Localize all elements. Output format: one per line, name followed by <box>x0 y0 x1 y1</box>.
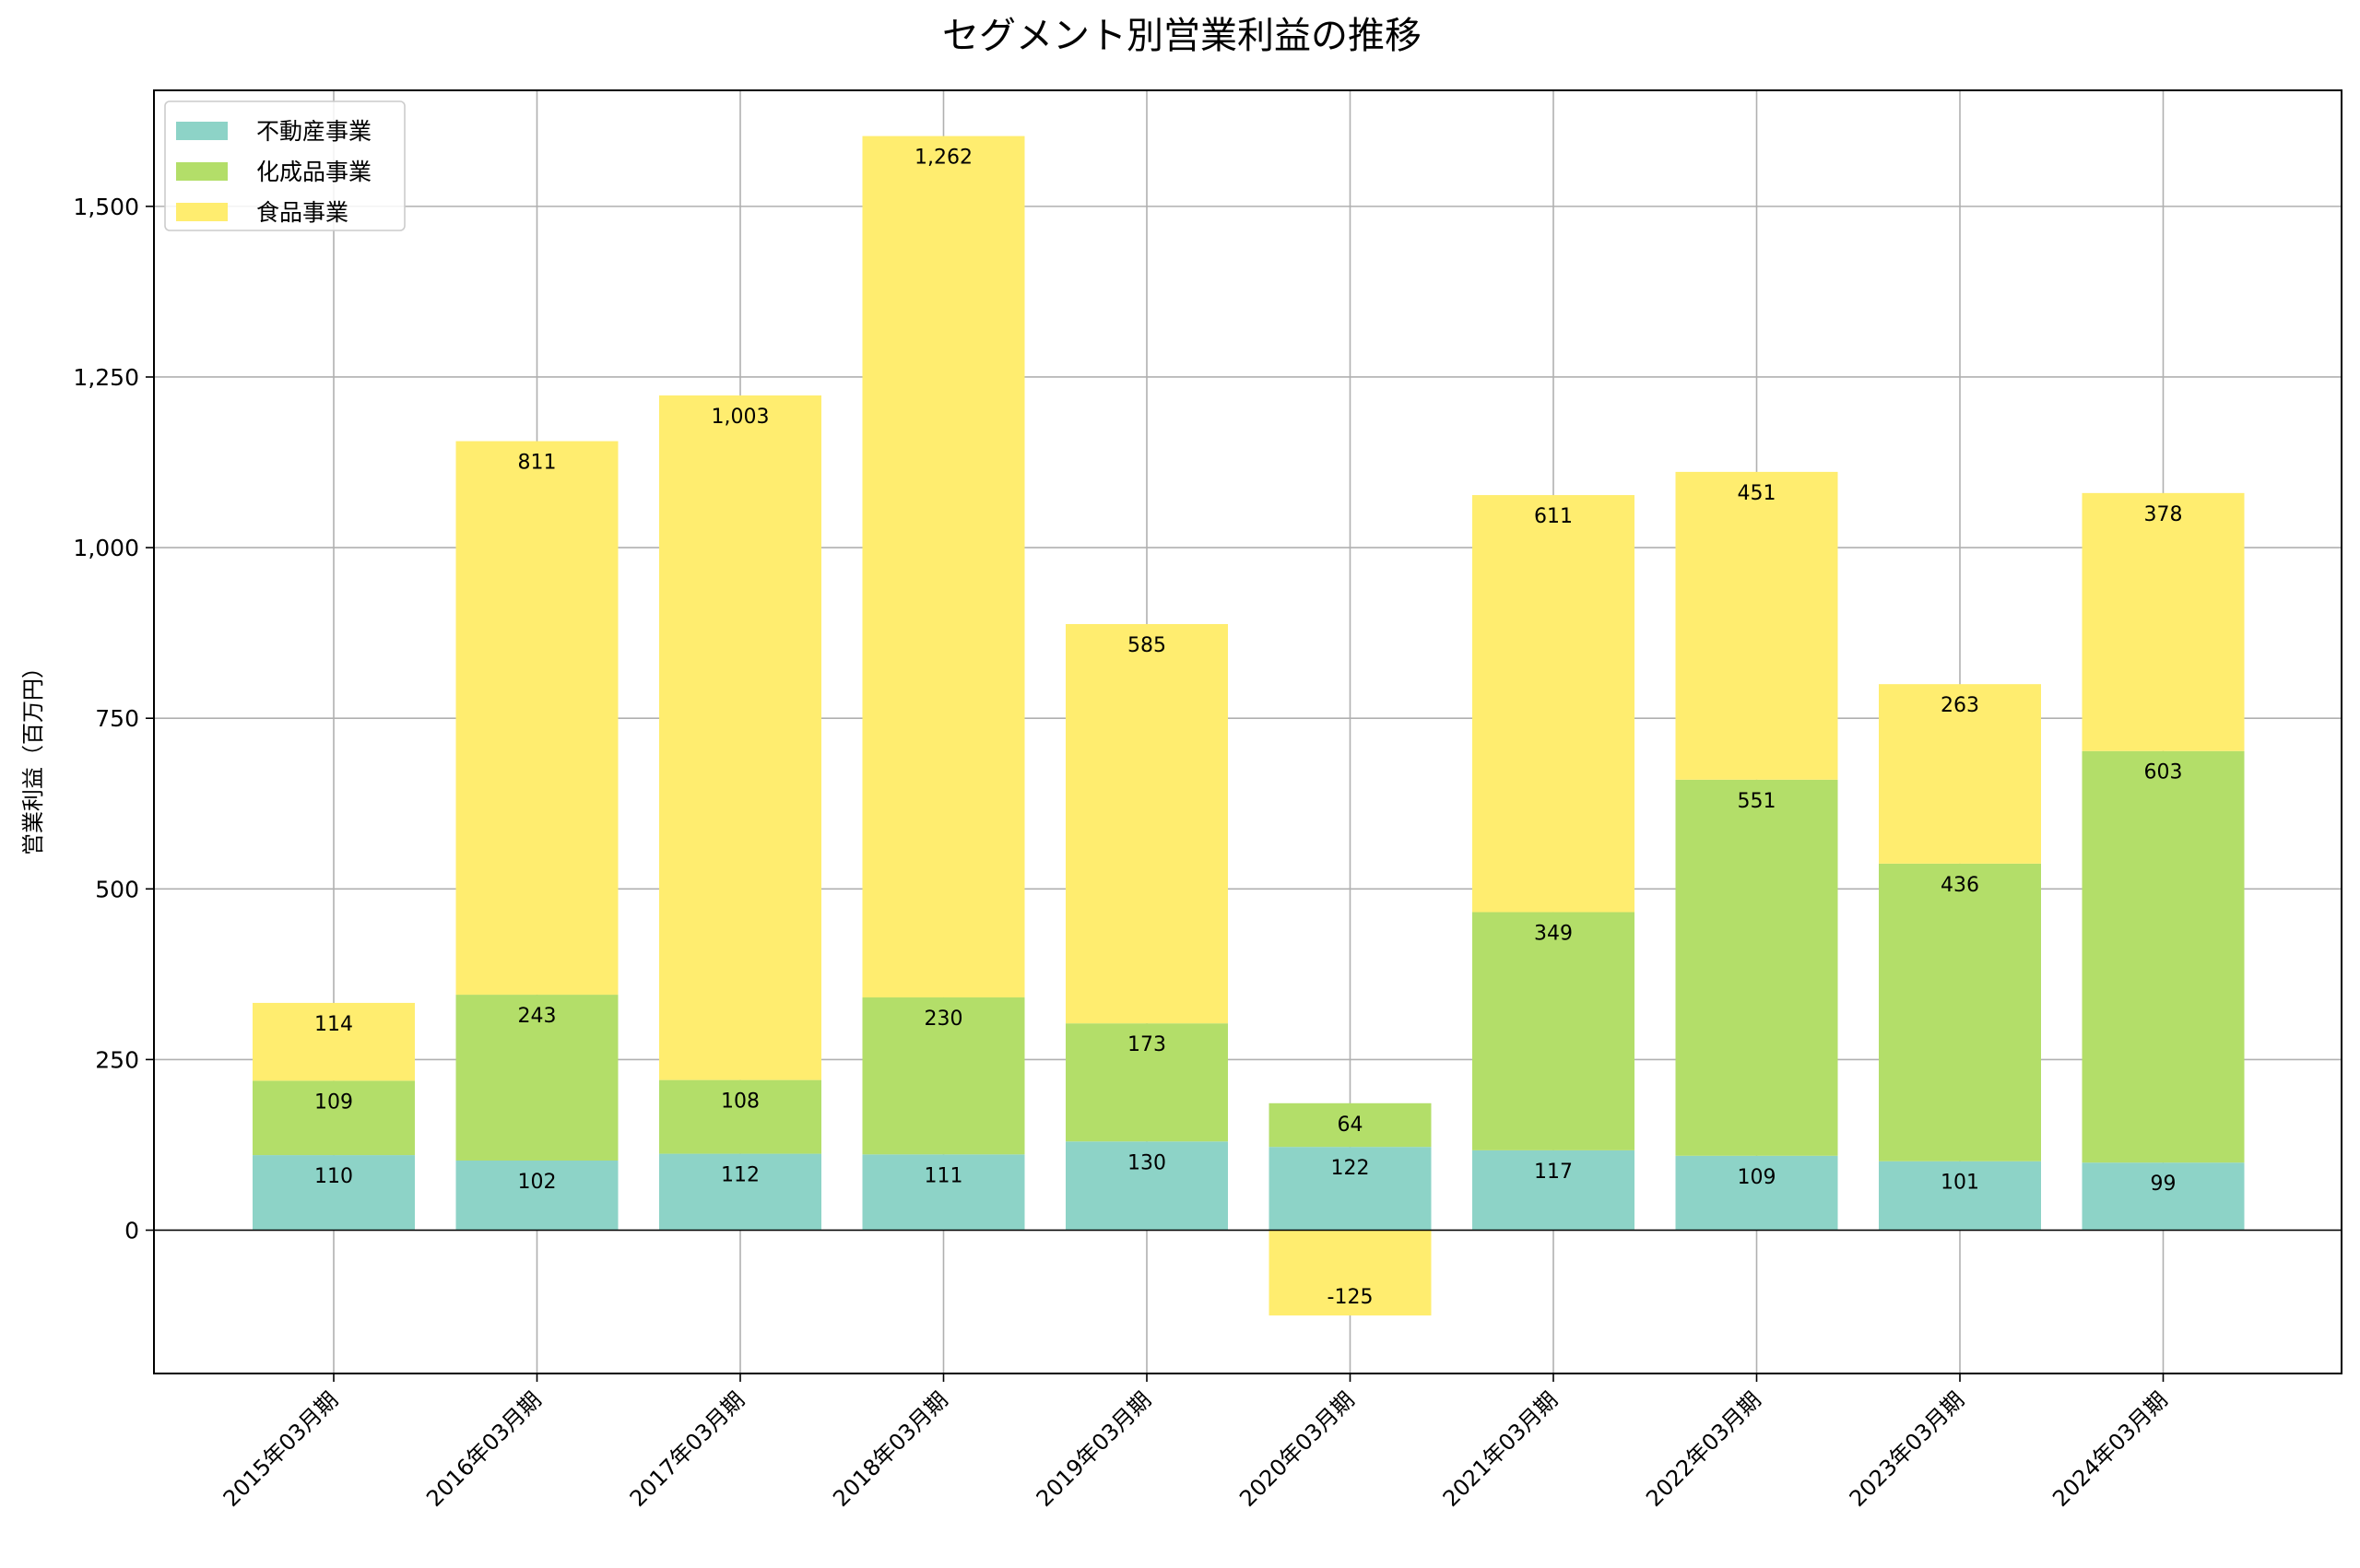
data-label: 611 <box>1534 505 1573 528</box>
bar-segment[interactable] <box>1268 1102 1432 1148</box>
bar-segment[interactable] <box>862 1154 1025 1231</box>
bar-segment[interactable] <box>659 395 821 1080</box>
x-tick-label: 2022年03月期 <box>1641 1386 1765 1511</box>
bar-segment[interactable] <box>1268 1230 1432 1316</box>
plot-frame <box>153 89 2342 1374</box>
legend-label[interactable]: 化成品事業 <box>256 159 372 185</box>
bar-segment[interactable] <box>1675 471 1838 780</box>
data-label: 173 <box>1127 1033 1166 1056</box>
bar-segment[interactable] <box>2082 750 2245 1163</box>
bar-segment[interactable] <box>862 997 1025 1155</box>
x-tick-label: 2021年03月期 <box>1438 1386 1563 1511</box>
y-tick-label: 500 <box>95 876 139 902</box>
bar-segment[interactable] <box>1472 495 1634 913</box>
bar-segment[interactable] <box>1879 863 2041 1161</box>
legend-label[interactable]: 不動産事業 <box>256 118 372 145</box>
data-label: 112 <box>721 1164 760 1187</box>
x-tick-label: 2024年03月期 <box>2047 1386 2172 1511</box>
bar-segment[interactable] <box>1675 779 1838 1156</box>
legend-swatch[interactable] <box>176 162 228 181</box>
legend-label[interactable]: 食品事業 <box>256 199 348 226</box>
legend-swatch[interactable] <box>176 122 228 140</box>
data-label: 263 <box>1941 694 1979 717</box>
chart-title: セグメント別営業利益の推移 <box>942 15 1422 57</box>
data-label: 349 <box>1534 922 1573 945</box>
x-tick-label: 2015年03月期 <box>218 1386 343 1511</box>
y-tick-label: 1,500 <box>73 194 139 220</box>
y-tick-label: 1,250 <box>73 364 139 391</box>
data-label: 111 <box>925 1164 963 1187</box>
bar-segment[interactable] <box>1066 1023 1228 1142</box>
data-label: 110 <box>314 1165 353 1188</box>
data-label: 436 <box>1941 874 1979 897</box>
bar-segment[interactable] <box>253 1155 415 1231</box>
data-label: 1,262 <box>914 147 973 170</box>
data-label: 551 <box>1738 790 1776 813</box>
data-label: 101 <box>1941 1172 1979 1195</box>
bar-segment[interactable] <box>253 1002 415 1081</box>
bar-segment[interactable] <box>455 995 619 1161</box>
bar-segment[interactable] <box>1879 684 2041 864</box>
bar-segment[interactable] <box>659 1153 821 1231</box>
data-label: 64 <box>1338 1114 1363 1137</box>
data-label: 451 <box>1738 482 1776 505</box>
legend-swatch[interactable] <box>176 203 228 221</box>
data-label: 230 <box>925 1008 963 1031</box>
x-tick-label: 2018年03月期 <box>828 1386 952 1511</box>
data-label: 114 <box>314 1013 353 1036</box>
data-label: 122 <box>1331 1157 1370 1180</box>
data-label: 585 <box>1127 634 1166 657</box>
data-label: 1,003 <box>712 406 770 429</box>
y-tick-label: 1,000 <box>73 535 139 561</box>
bar-segment[interactable] <box>1472 1149 1634 1231</box>
bar-segment[interactable] <box>659 1079 821 1154</box>
bar-segment[interactable] <box>1472 912 1634 1150</box>
data-label: 378 <box>2144 503 2183 526</box>
data-label: 109 <box>1738 1166 1776 1189</box>
y-tick-label: 250 <box>95 1046 139 1073</box>
data-label: 99 <box>2151 1173 2177 1196</box>
x-tick-label: 2017年03月期 <box>625 1386 749 1511</box>
x-tick-label: 2023年03月期 <box>1845 1386 1969 1511</box>
bar-segment[interactable] <box>1268 1147 1432 1231</box>
data-label: -125 <box>1328 1286 1374 1309</box>
bar-segment[interactable] <box>1066 624 1228 1024</box>
bar-segment[interactable] <box>862 136 1025 998</box>
bar-segment[interactable] <box>253 1080 415 1156</box>
y-tick-label: 750 <box>95 705 139 732</box>
x-tick-label: 2019年03月期 <box>1032 1386 1156 1511</box>
labels-layer: 110 102 112 111 130 122 117 109 101 99 109 243 108 23… <box>314 147 2183 1309</box>
bar-segment[interactable] <box>1879 1161 2041 1231</box>
data-label: 102 <box>518 1171 557 1194</box>
bar-segment[interactable] <box>1066 1141 1228 1231</box>
bar-segment[interactable] <box>455 441 619 996</box>
bar-segment[interactable] <box>2082 492 2245 751</box>
data-label: 811 <box>518 452 557 475</box>
bar-segment[interactable] <box>1675 1155 1838 1231</box>
bar-segment[interactable] <box>455 1160 619 1231</box>
data-label: 117 <box>1534 1161 1573 1184</box>
data-label: 130 <box>1127 1151 1166 1174</box>
data-label: 108 <box>721 1091 760 1114</box>
data-label: 109 <box>314 1091 353 1114</box>
bar-segment[interactable] <box>2082 1162 2245 1231</box>
data-label: 243 <box>518 1005 557 1028</box>
data-label: 603 <box>2144 761 2183 784</box>
x-tick-label: 2016年03月期 <box>421 1386 546 1511</box>
y-axis-label: 営業利益（百万円） <box>20 656 46 855</box>
bars-layer <box>253 136 2245 1316</box>
x-tick-label: 2020年03月期 <box>1234 1386 1359 1511</box>
y-tick-label: 0 <box>124 1218 139 1244</box>
